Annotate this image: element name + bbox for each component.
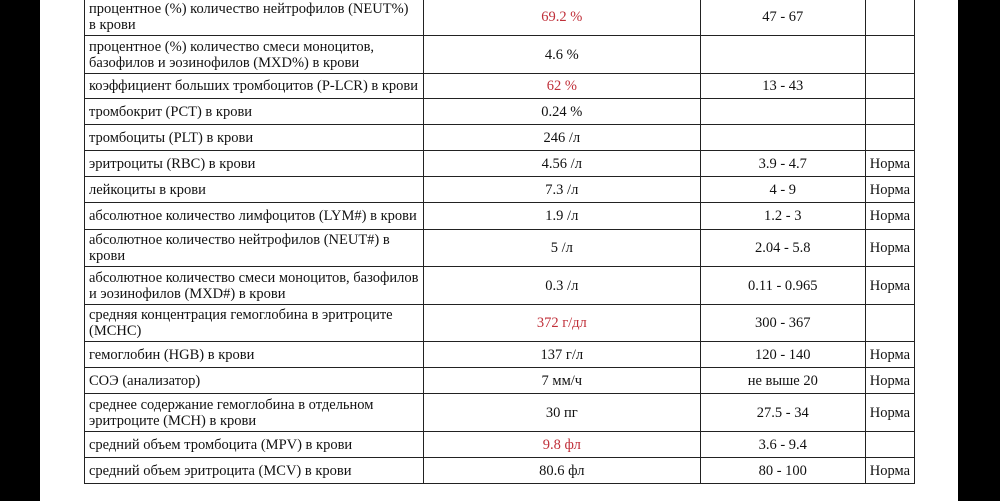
test-name: процентное (%) количество нейтрофилов (N… (84, 0, 424, 36)
result-note (864, 0, 916, 36)
result-value: 69.2 % (422, 0, 701, 36)
result-value: 7.3 /л (422, 176, 701, 203)
test-name: лейкоциты в крови (84, 176, 424, 203)
result-note (864, 431, 916, 458)
table-row: абсолютное количество лимфоцитов (LYM#) … (84, 202, 916, 230)
table-row: средний объем эритроцита (MCV) в крови 80… (84, 457, 916, 484)
reference-range (699, 35, 866, 74)
result-value: 1.9 /л (422, 202, 701, 230)
test-name: процентное (%) количество смеси моноцито… (84, 35, 424, 74)
test-name: эритроциты (RBC) в крови (84, 150, 424, 177)
test-name: тромбокрит (PCT) в крови (84, 98, 424, 125)
table-row: средняя концентрация гемоглобина в эритр… (84, 304, 916, 342)
result-note: Норма (864, 150, 916, 177)
lab-results-table: процентное (%) количество нейтрофилов (N… (84, 0, 916, 484)
result-value: 0.3 /л (422, 266, 701, 305)
table-row: среднее содержание гемоглобина в отдельн… (84, 393, 916, 432)
reference-range: 0.11 - 0.965 (699, 266, 866, 305)
reference-range (699, 124, 866, 151)
reference-range: 1.2 - 3 (699, 202, 866, 230)
table-row: коэффициент больших тромбоцитов (P-LCR) … (84, 73, 916, 99)
test-name: средний объем эритроцита (MCV) в крови (84, 457, 424, 484)
table-row: абсолютное количество смеси моноцитов, б… (84, 266, 916, 305)
result-note (864, 98, 916, 125)
reference-range: 80 - 100 (699, 457, 866, 484)
result-value: 5 /л (422, 229, 701, 267)
table-row: средний объем тромбоцита (MPV) в крови 9.… (84, 431, 916, 458)
result-value: 7 мм/ч (422, 367, 701, 394)
result-note: Норма (864, 457, 916, 484)
document-page: процентное (%) количество нейтрофилов (N… (40, 0, 958, 501)
result-value: 246 /л (422, 124, 701, 151)
result-value: 372 г/дл (422, 304, 701, 342)
table-row: эритроциты (RBC) в крови 4.56 /л 3.9 - 4.7… (84, 150, 916, 177)
reference-range: 13 - 43 (699, 73, 866, 99)
reference-range: 300 - 367 (699, 304, 866, 342)
table-row: СОЭ (анализатор) 7 мм/ч не выше 20 Норма (84, 367, 916, 394)
test-name: абсолютное количество смеси моноцитов, б… (84, 266, 424, 305)
result-note (864, 124, 916, 151)
reference-range: 3.6 - 9.4 (699, 431, 866, 458)
test-name: тромбоциты (PLT) в крови (84, 124, 424, 151)
result-note (864, 35, 916, 74)
reference-range: 120 - 140 (699, 341, 866, 368)
test-name: коэффициент больших тромбоцитов (P-LCR) … (84, 73, 424, 99)
reference-range: 2.04 - 5.8 (699, 229, 866, 267)
table-row: гемоглобин (HGB) в крови 137 г/л 120 - 140… (84, 341, 916, 368)
result-value: 62 % (422, 73, 701, 99)
test-name: средний объем тромбоцита (MPV) в крови (84, 431, 424, 458)
result-note: Норма (864, 367, 916, 394)
result-value: 9.8 фл (422, 431, 701, 458)
reference-range: 4 - 9 (699, 176, 866, 203)
reference-range: не выше 20 (699, 367, 866, 394)
test-name: абсолютное количество лимфоцитов (LYM#) … (84, 202, 424, 230)
test-name: среднее содержание гемоглобина в отдельн… (84, 393, 424, 432)
test-name: абсолютное количество нейтрофилов (NEUT#… (84, 229, 424, 267)
table-row: лейкоциты в крови 7.3 /л 4 - 9 Норма (84, 176, 916, 203)
reference-range: 27.5 - 34 (699, 393, 866, 432)
result-value: 4.56 /л (422, 150, 701, 177)
result-note: Норма (864, 202, 916, 230)
result-value: 30 пг (422, 393, 701, 432)
result-value: 0.24 % (422, 98, 701, 125)
table-row: тромбокрит (PCT) в крови 0.24 % (84, 98, 916, 125)
table-row: тромбоциты (PLT) в крови 246 /л (84, 124, 916, 151)
test-name: средняя концентрация гемоглобина в эритр… (84, 304, 424, 342)
table-row: процентное (%) количество нейтрофилов (N… (84, 0, 916, 36)
result-value: 80.6 фл (422, 457, 701, 484)
reference-range (699, 98, 866, 125)
test-name: гемоглобин (HGB) в крови (84, 341, 424, 368)
result-note: Норма (864, 176, 916, 203)
reference-range: 3.9 - 4.7 (699, 150, 866, 177)
result-note (864, 73, 916, 99)
result-note: Норма (864, 393, 916, 432)
result-note (864, 304, 916, 342)
result-note: Норма (864, 266, 916, 305)
result-value: 4.6 % (422, 35, 701, 74)
result-value: 137 г/л (422, 341, 701, 368)
reference-range: 47 - 67 (699, 0, 866, 36)
table-row: процентное (%) количество смеси моноцито… (84, 35, 916, 74)
table-row: абсолютное количество нейтрофилов (NEUT#… (84, 229, 916, 267)
result-note: Норма (864, 341, 916, 368)
result-note: Норма (864, 229, 916, 267)
test-name: СОЭ (анализатор) (84, 367, 424, 394)
